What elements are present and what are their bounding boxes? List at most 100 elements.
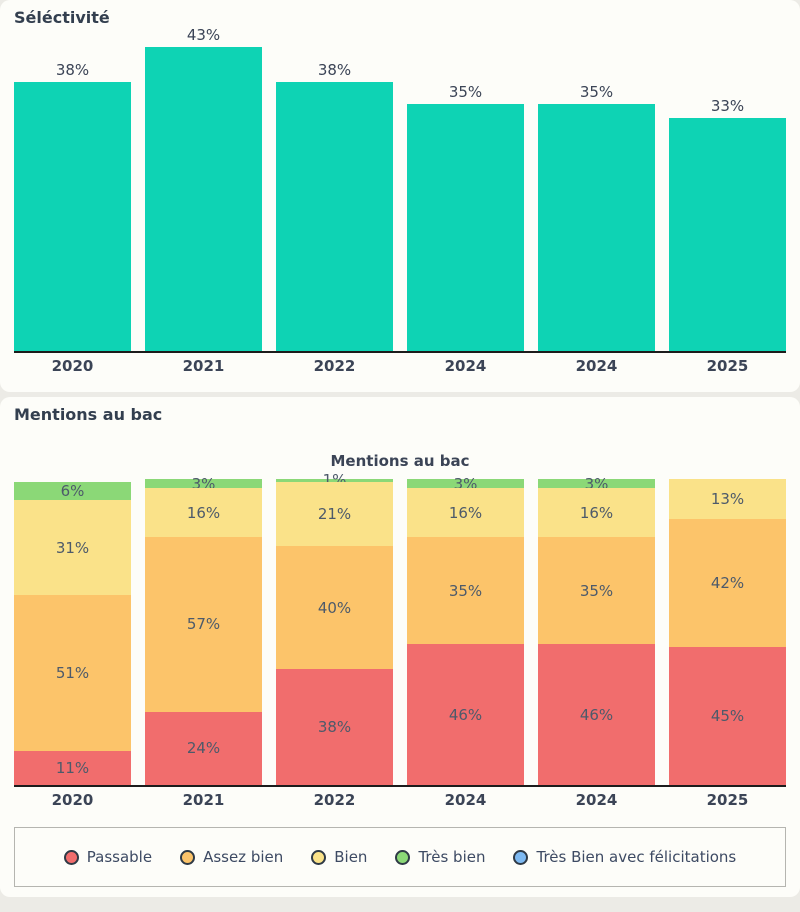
bar-column: 43% [145, 26, 262, 351]
legend-item[interactable]: Bien [311, 848, 367, 866]
bar-column: 38% [14, 61, 131, 351]
legend-swatch-icon [311, 849, 327, 865]
bar [145, 47, 262, 351]
mentions-heading: Mentions au bac [14, 405, 163, 424]
bar-value-label: 38% [317, 61, 352, 79]
mentions-x-axis: 2020 2021 2022 2024 2024 2025 [14, 787, 786, 811]
legend-item[interactable]: Très bien [395, 848, 485, 866]
bar-segment: 13% [669, 479, 786, 519]
segment-value-label: 16% [186, 503, 221, 522]
bar-segment: 16% [145, 488, 262, 538]
segment-value-label: 31% [55, 538, 90, 557]
bar-segment: 51% [14, 595, 131, 752]
axis-label: 2024 [444, 791, 487, 809]
selectivity-heading: Séléctivité [14, 8, 110, 27]
axis-label: 2021 [182, 357, 225, 375]
selectivity-x-axis: 2020 2021 2022 2024 2024 2025 [14, 353, 786, 377]
segment-value-label: 42% [710, 574, 745, 593]
axis-label: 2021 [182, 791, 225, 809]
legend-swatch-icon [63, 849, 79, 865]
stacked-bar-column: 3% 16% 35% 46% [407, 475, 524, 785]
axis-label: 2024 [575, 357, 618, 375]
segment-value-label: 13% [710, 489, 745, 508]
bar-segment: 3% [145, 475, 262, 493]
axis-label: 2020 [51, 357, 94, 375]
bar-segment: 57% [145, 537, 262, 712]
bar-segment: 6% [14, 481, 131, 501]
bar-segment: 40% [276, 546, 393, 669]
legend-swatch-icon [513, 849, 529, 865]
bar-column: 35% [407, 83, 524, 351]
legend-label: Bien [334, 848, 368, 866]
bar-segment: 46% [538, 644, 655, 785]
bar-segment: 3% [407, 475, 524, 493]
segment-value-label: 57% [186, 615, 221, 634]
segment-value-label: 11% [55, 759, 90, 778]
bar [276, 82, 393, 351]
bar-value-label: 38% [55, 61, 90, 79]
axis-label: 2022 [313, 791, 356, 809]
bar [14, 82, 131, 351]
segment-value-label: 35% [579, 581, 614, 600]
bar [538, 104, 655, 351]
segment-value-label: 3% [584, 474, 609, 493]
bar [669, 118, 786, 351]
bar-segment: 3% [538, 475, 655, 493]
axis-label: 2025 [706, 791, 749, 809]
bar-column: 38% [276, 61, 393, 351]
bar-segment: 35% [538, 537, 655, 645]
segment-value-label: 6% [60, 482, 85, 501]
axis-label: 2022 [313, 357, 356, 375]
legend-label: Passable [86, 848, 153, 866]
bar-column: 33% [669, 97, 786, 351]
bar-segment: 35% [407, 537, 524, 645]
axis-label: 2024 [575, 791, 618, 809]
stacked-bar-column: 3% 16% 57% 24% [145, 475, 262, 785]
stacked-bar-column: 13% 42% 45% [669, 479, 786, 785]
bar-segment: 42% [669, 518, 786, 648]
axis-label: 2020 [51, 791, 94, 809]
bar-value-label: 33% [710, 97, 745, 115]
segment-value-label: 46% [579, 705, 614, 724]
bar-segment: 38% [276, 668, 393, 785]
legend-item[interactable]: Passable [63, 848, 153, 866]
bar-value-label: 43% [186, 26, 221, 44]
bar [407, 104, 524, 351]
segment-value-label: 35% [448, 581, 483, 600]
bar-segment: 11% [14, 751, 131, 785]
segment-value-label: 21% [317, 505, 352, 524]
bar-segment: 16% [407, 488, 524, 538]
bar-value-label: 35% [579, 83, 614, 101]
axis-label: 2025 [706, 357, 749, 375]
segment-value-label: 24% [186, 739, 221, 758]
bar-value-label: 35% [448, 83, 483, 101]
mentions-card: Mentions au bac Mentions au bac 6% 31% 51%… [0, 397, 800, 897]
bar-segment: 21% [276, 482, 393, 547]
mentions-stacked-chart: 6% 31% 51% 11% 3% 16% 57% 24% 1% 21% 40% 38% 3% 16% 35… [14, 471, 786, 787]
segment-value-label: 16% [579, 503, 614, 522]
stacked-bar-column: 6% 31% 51% 11% [14, 481, 131, 785]
segment-value-label: 16% [448, 503, 483, 522]
segment-value-label: 46% [448, 705, 483, 724]
legend-item[interactable]: Assez bien [180, 848, 283, 866]
bar-segment: 45% [669, 647, 786, 785]
mentions-chart-title: Mentions au bac [330, 452, 470, 470]
segment-value-label: 38% [317, 717, 352, 736]
legend-label: Très Bien avec félicitations [536, 848, 737, 866]
selectivity-bar-chart: 38% 43% 38% 35% 35% 33% [14, 26, 786, 353]
stacked-bar-column: 3% 16% 35% 46% [538, 475, 655, 785]
bar-column: 35% [538, 83, 655, 351]
segment-value-label: 3% [453, 474, 478, 493]
legend-label: Très bien [418, 848, 486, 866]
legend-label: Assez bien [203, 848, 284, 866]
legend-swatch-icon [395, 849, 411, 865]
bar-segment: 16% [538, 488, 655, 538]
segment-value-label: 51% [55, 664, 90, 683]
chart-legend: Passable Assez bien Bien Très bien Très Bien… [14, 827, 786, 887]
selectivity-card: Séléctivité 38% 43% 38% 35% 35% 33% 2020 2021 2… [0, 0, 800, 392]
segment-value-label: 40% [317, 598, 352, 617]
stacked-bar-column: 1% 21% 40% 38% [276, 471, 393, 785]
axis-label: 2024 [444, 357, 487, 375]
legend-swatch-icon [180, 849, 196, 865]
legend-item[interactable]: Très Bien avec félicitations [513, 848, 736, 866]
